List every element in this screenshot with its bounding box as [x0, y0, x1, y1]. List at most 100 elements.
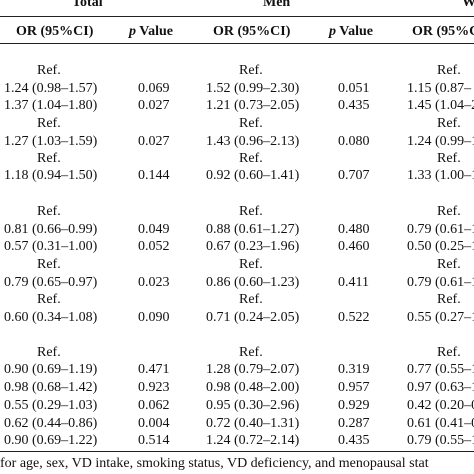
cell-or-total: 0.57 (0.31–1.00): [4, 239, 98, 254]
cell-p-total: 0.923: [138, 380, 170, 395]
cell-or-women: Ref.: [437, 257, 461, 272]
cell-p-total: 0.023: [138, 275, 170, 290]
cell-p-total: 0.514: [138, 433, 170, 448]
cell-or-total: 0.79 (0.65–0.97): [4, 275, 98, 290]
cell-or-men: Ref.: [239, 151, 263, 166]
cell-or-women: Ref.: [437, 345, 461, 360]
cell-p-men: 0.287: [338, 416, 370, 431]
cell-or-total: 0.90 (0.69–1.22): [4, 433, 98, 448]
cell-p-total: 0.027: [138, 134, 170, 149]
cell-or-men: 0.92 (0.60–1.41): [206, 168, 300, 183]
cell-or-total: Ref.: [37, 116, 61, 131]
cell-or-total: Ref.: [37, 345, 61, 360]
cell-or-women: Ref.: [437, 151, 461, 166]
cell-or-women: 0.79 (0.55–1: [407, 433, 474, 448]
col-header-or-men: OR (95%CI): [213, 24, 291, 39]
cell-or-women: 0.55 (0.27–1: [407, 310, 474, 325]
col-header-pvalue-total: p Value: [129, 24, 173, 40]
cell-or-men: 1.21 (0.73–2.05): [206, 98, 300, 113]
cell-or-women: Ref.: [437, 116, 461, 131]
group-header-total: Total: [72, 0, 103, 10]
cell-or-men: 0.95 (0.30–2.96): [206, 398, 300, 413]
group-header-women: W: [462, 0, 474, 10]
header-rule: [0, 43, 474, 44]
cell-or-men: Ref.: [239, 345, 263, 360]
group-header-men: Men: [263, 0, 291, 10]
cell-or-men: Ref.: [239, 292, 263, 307]
cell-or-women: Ref.: [437, 204, 461, 219]
cell-or-men: 0.88 (0.61–1.27): [206, 222, 300, 237]
cell-or-men: Ref.: [239, 116, 263, 131]
cell-p-men: 0.435: [338, 433, 370, 448]
cell-or-women: Ref.: [437, 292, 461, 307]
cell-or-men: Ref.: [239, 257, 263, 272]
cell-or-men: 1.24 (0.72–2.14): [206, 433, 300, 448]
cell-or-women: 0.79 (0.61–1: [407, 275, 474, 290]
cell-or-total: 0.98 (0.68–1.42): [4, 380, 98, 395]
col-header-or-women: OR (95%CI): [412, 24, 474, 39]
cell-or-total: 0.90 (0.69–1.19): [4, 362, 98, 377]
cell-or-women: 1.33 (1.00–1: [407, 168, 474, 183]
cell-or-total: 0.81 (0.66–0.99): [4, 222, 98, 237]
cell-or-women: 1.24 (0.99–1: [407, 134, 474, 149]
cell-p-men: 0.707: [338, 168, 370, 183]
cell-or-total: Ref.: [37, 63, 61, 78]
col-header-or-total: OR (95%CI): [16, 24, 94, 39]
cell-p-men: 0.929: [338, 398, 370, 413]
cell-or-men: Ref.: [239, 204, 263, 219]
cell-p-total: 0.049: [138, 222, 170, 237]
cell-p-men: 0.957: [338, 380, 370, 395]
cell-or-total: 1.18 (0.94–1.50): [4, 168, 98, 183]
cell-p-total: 0.471: [138, 362, 170, 377]
cell-or-women: 0.79 (0.61–1: [407, 222, 474, 237]
col-header-value-word: Value: [136, 24, 173, 39]
cell-or-total: Ref.: [37, 204, 61, 219]
cell-p-total: 0.144: [138, 168, 170, 183]
cell-or-men: 0.86 (0.60–1.23): [206, 275, 300, 290]
col-header-p-letter: p: [129, 24, 136, 39]
cell-p-total: 0.090: [138, 310, 170, 325]
cell-or-women: 0.50 (0.25–1: [407, 239, 474, 254]
bottom-rule: [0, 451, 474, 452]
cell-p-total: 0.052: [138, 239, 170, 254]
cell-or-total: 0.55 (0.29–1.03): [4, 398, 98, 413]
cell-or-total: 1.37 (1.04–1.80): [4, 98, 98, 113]
cell-p-total: 0.062: [138, 398, 170, 413]
top-rule: [0, 16, 474, 17]
table-footnote: for age, sex, VD intake, smoking status,…: [0, 456, 429, 471]
cell-or-men: 0.72 (0.40–1.31): [206, 416, 300, 431]
cell-p-men: 0.051: [338, 81, 370, 96]
cell-or-women: 0.42 (0.20–0: [407, 398, 474, 413]
cell-or-total: 1.24 (0.98–1.57): [4, 81, 98, 96]
cell-or-total: 1.27 (1.03–1.59): [4, 134, 98, 149]
cell-p-men: 0.480: [338, 222, 370, 237]
cell-or-women: Ref.: [437, 63, 461, 78]
col-header-p-letter: p: [329, 24, 336, 39]
cell-or-total: Ref.: [37, 151, 61, 166]
cell-p-men: 0.435: [338, 98, 370, 113]
cell-p-men: 0.522: [338, 310, 370, 325]
cell-or-men: 0.71 (0.24–2.05): [206, 310, 300, 325]
cell-or-total: 0.62 (0.44–0.86): [4, 416, 98, 431]
cell-or-total: 0.60 (0.34–1.08): [4, 310, 98, 325]
cell-or-women: 0.77 (0.55–1: [407, 362, 474, 377]
col-header-value-word: Value: [336, 24, 373, 39]
cell-p-total: 0.069: [138, 81, 170, 96]
cell-or-men: 1.43 (0.96–2.13): [206, 134, 300, 149]
cell-or-women: 1.45 (1.04–2: [407, 98, 474, 113]
cell-p-men: 0.411: [338, 275, 369, 290]
cell-or-total: Ref.: [37, 292, 61, 307]
cell-or-men: 1.52 (0.99–2.30): [206, 81, 300, 96]
cell-p-total: 0.004: [138, 416, 170, 431]
cell-or-total: Ref.: [37, 257, 61, 272]
cell-or-women: 0.97 (0.63–1: [407, 380, 474, 395]
cell-or-men: 0.98 (0.48–2.00): [206, 380, 300, 395]
cell-p-men: 0.080: [338, 134, 370, 149]
cell-or-women: 0.61 (0.41–0: [407, 416, 474, 431]
cell-or-men: 1.28 (0.79–2.07): [206, 362, 300, 377]
cell-p-men: 0.319: [338, 362, 370, 377]
cell-or-women: 1.15 (0.87–: [407, 81, 472, 96]
col-header-pvalue-men: p Value: [329, 24, 373, 40]
cell-or-men: 0.67 (0.23–1.96): [206, 239, 300, 254]
cell-or-men: Ref.: [239, 63, 263, 78]
